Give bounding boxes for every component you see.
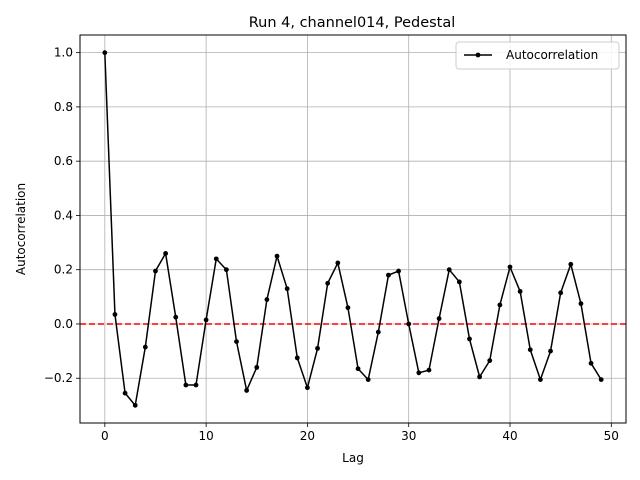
y-axis-ticks: −0.2 0.0 0.2 0.4 0.6 0.8 1.0 — [44, 46, 80, 385]
data-point — [598, 377, 604, 382]
data-point — [538, 377, 543, 382]
data-point — [456, 279, 462, 285]
y-tick-label: 0.6 — [54, 154, 73, 168]
data-point — [325, 280, 331, 286]
data-point — [153, 268, 158, 274]
data-point — [548, 348, 553, 354]
data-point — [527, 347, 533, 353]
legend-box — [455, 41, 620, 70]
data-point — [294, 355, 300, 361]
y-tick-label: 0.8 — [54, 100, 73, 114]
data-point — [416, 370, 422, 376]
data-point — [284, 286, 290, 292]
y-tick-label: 0.4 — [54, 208, 73, 222]
data-point — [122, 390, 128, 396]
data-point — [244, 388, 250, 393]
data-point — [203, 317, 209, 323]
x-tick-label: 50 — [604, 429, 619, 443]
y-tick-label: 0.0 — [54, 317, 73, 331]
data-point — [305, 385, 310, 391]
x-tick-label: 10 — [198, 429, 213, 443]
y-tick-label: 1.0 — [54, 46, 73, 60]
data-point — [446, 267, 452, 273]
data-point — [426, 367, 432, 373]
data-point — [173, 314, 179, 320]
data-point — [132, 402, 138, 408]
data-point — [558, 290, 564, 296]
chart-title: Run 4, channel014, Pedestal — [249, 15, 456, 31]
data-point — [375, 329, 381, 335]
data-point — [223, 267, 229, 273]
data-point — [193, 382, 199, 388]
data-point — [264, 297, 270, 302]
data-point — [507, 264, 513, 270]
x-axis-label: Lag — [342, 451, 364, 465]
x-tick-label: 30 — [401, 429, 416, 443]
data-point — [588, 360, 594, 366]
data-point — [365, 377, 371, 382]
data-point — [163, 251, 169, 256]
grid — [80, 35, 626, 423]
series-autocorrelation — [102, 50, 604, 408]
data-point — [436, 316, 442, 321]
data-point — [386, 272, 391, 278]
x-tick-label: 20 — [300, 429, 315, 443]
x-tick-label: 40 — [502, 429, 517, 443]
legend-marker-swatch — [475, 52, 481, 58]
y-axis-label: Autocorrelation — [14, 183, 28, 275]
data-point — [315, 345, 320, 351]
data-point — [274, 253, 280, 259]
data-point — [406, 321, 412, 327]
data-point — [355, 366, 361, 372]
data-point — [183, 382, 189, 388]
y-tick-label: −0.2 — [44, 371, 73, 385]
data-point — [487, 358, 493, 363]
legend: Autocorrelation — [455, 41, 620, 70]
data-point — [497, 302, 503, 308]
plot-frame — [79, 34, 627, 424]
x-axis-ticks: 0 10 20 30 40 50 — [101, 423, 619, 443]
data-point — [477, 374, 483, 380]
data-point — [213, 256, 219, 262]
data-point — [335, 260, 341, 266]
data-point — [345, 305, 351, 311]
data-point — [102, 50, 108, 56]
y-tick-label: 0.2 — [54, 263, 73, 277]
data-point — [517, 289, 523, 294]
data-point — [112, 312, 118, 317]
data-point — [467, 336, 472, 342]
data-point — [578, 301, 584, 307]
data-point — [396, 268, 401, 274]
series-line — [104, 52, 602, 407]
legend-entry-autocorrelation: Autocorrelation — [506, 48, 598, 62]
x-tick-label: 0 — [101, 429, 109, 443]
data-point — [142, 344, 148, 350]
data-point — [254, 364, 260, 370]
data-point — [234, 339, 239, 344]
data-point — [568, 261, 574, 267]
